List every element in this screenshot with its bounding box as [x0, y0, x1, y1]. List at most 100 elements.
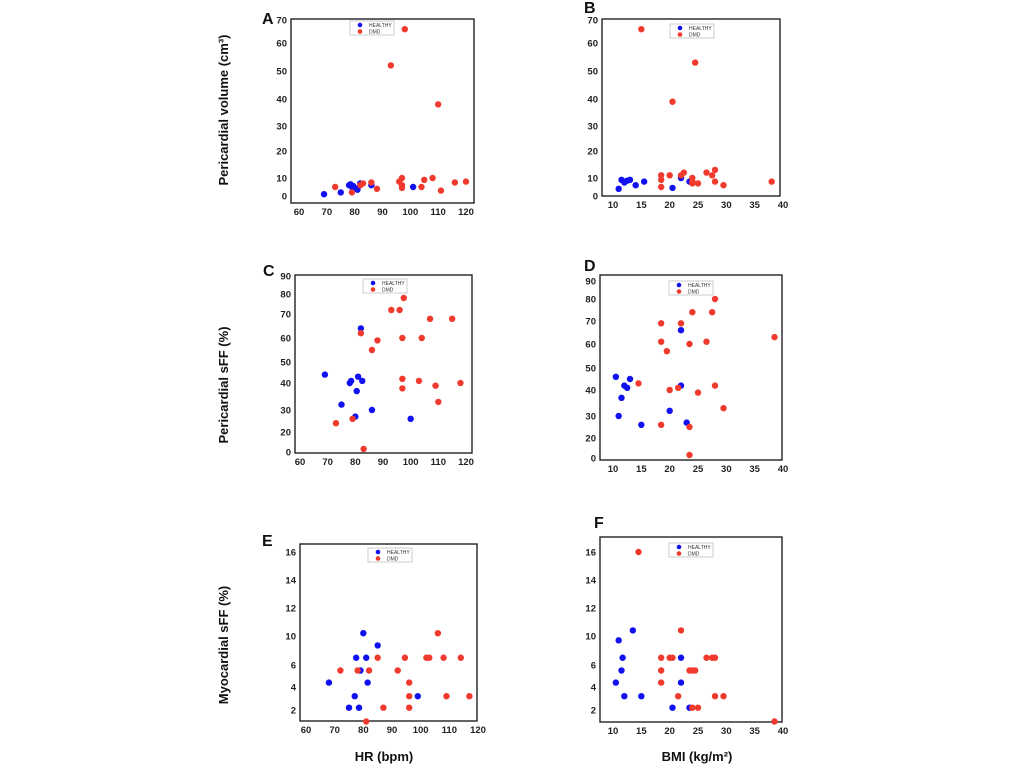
data-point-dmd	[657, 421, 665, 428]
y-tick-label: 30	[585, 412, 596, 423]
data-point-dmd	[657, 176, 665, 183]
data-point-dmd	[401, 654, 409, 661]
data-point-healthy	[368, 406, 376, 414]
data-point-healthy	[612, 679, 620, 686]
data-point-dmd	[657, 654, 665, 661]
data-point-healthy	[626, 375, 634, 383]
y-tick-label: 14	[285, 576, 296, 587]
y-tick-label: 30	[280, 406, 291, 417]
legend-marker-healthy	[370, 280, 376, 286]
data-point-healthy	[615, 412, 622, 420]
x-axis-label-bmi: BMI (kg/m²)	[662, 749, 733, 764]
data-point-dmd	[677, 320, 685, 327]
data-point-dmd	[711, 178, 719, 185]
y-tick-label: 80	[280, 290, 291, 301]
data-point-dmd	[415, 377, 423, 385]
y-tick-label: 20	[280, 428, 291, 439]
y-tick-label: 20	[585, 434, 596, 445]
x-tick-label: 90	[387, 725, 398, 736]
y-tick-label: 14	[585, 576, 596, 587]
data-point-dmd	[689, 309, 696, 316]
data-point-dmd	[360, 445, 367, 453]
data-point-dmd	[720, 182, 727, 189]
data-point-dmd	[638, 26, 645, 33]
plot-frame	[601, 18, 781, 197]
y-tick-label: 10	[587, 174, 598, 185]
data-point-dmd	[694, 704, 702, 711]
data-point-dmd	[406, 679, 413, 686]
data-point-dmd	[399, 385, 406, 392]
data-point-dmd	[657, 183, 665, 191]
x-tick-label: 20	[664, 726, 675, 737]
legend-marker-healthy	[676, 282, 682, 288]
y-tick-label: 60	[587, 39, 598, 50]
data-point-dmd	[711, 382, 719, 389]
data-point-dmd	[711, 166, 719, 174]
legend-label-dmd: DMD	[369, 30, 381, 36]
data-point-dmd	[357, 330, 365, 337]
data-point-dmd	[451, 179, 459, 186]
plot-frame	[294, 274, 473, 454]
y-tick-label: 40	[585, 386, 596, 397]
panel-letter: A	[262, 11, 274, 28]
data-point-dmd	[394, 667, 401, 674]
data-point-dmd	[771, 718, 778, 725]
data-point-healthy	[632, 182, 639, 189]
x-tick-label: 60	[295, 457, 306, 468]
data-point-dmd	[400, 294, 407, 302]
y-tick-label: 6	[291, 661, 296, 672]
y-tick-label: 6	[591, 661, 596, 672]
data-point-healthy	[615, 185, 622, 192]
y-tick-label: 70	[280, 310, 291, 321]
y-tick-label: 2	[291, 706, 296, 717]
x-tick-label: 110	[431, 457, 446, 468]
legend-marker-healthy	[375, 549, 381, 555]
data-point-dmd	[380, 704, 387, 711]
legend-label-dmd: DMD	[387, 557, 399, 563]
data-point-healthy	[623, 384, 631, 391]
x-tick-label: 20	[664, 464, 675, 475]
y-tick-label: 50	[276, 67, 287, 78]
data-point-dmd	[689, 180, 696, 187]
y-tick-label: 70	[587, 16, 598, 27]
x-tick-label: 80	[358, 725, 369, 736]
data-point-dmd	[399, 334, 406, 342]
data-point-dmd	[657, 679, 665, 686]
data-point-healthy	[351, 693, 358, 700]
data-point-healthy	[357, 325, 365, 332]
data-point-dmd	[374, 337, 381, 344]
x-tick-label: 100	[413, 725, 429, 736]
data-point-healthy	[669, 704, 676, 711]
x-tick-label: 90	[377, 207, 388, 218]
data-point-dmd	[666, 172, 673, 179]
x-tick-label: 15	[636, 726, 647, 737]
x-tick-label: 25	[693, 726, 704, 737]
data-point-healthy	[677, 679, 685, 686]
y-tick-label: 40	[587, 95, 598, 106]
data-point-dmd	[349, 415, 356, 422]
legend-label-healthy: HEALTHY	[688, 283, 711, 289]
legend-label-dmd: DMD	[689, 33, 701, 39]
data-point-dmd	[686, 423, 693, 431]
data-point-dmd	[418, 334, 425, 342]
data-point-dmd	[711, 693, 719, 700]
x-tick-label: 40	[778, 726, 789, 737]
y-tick-label: 0	[286, 448, 291, 459]
data-point-dmd	[399, 375, 406, 382]
y-tick-label: 60	[276, 39, 287, 50]
data-point-dmd	[368, 346, 376, 354]
data-point-dmd	[426, 315, 434, 322]
y-tick-label: 20	[587, 147, 598, 158]
y-tick-label: 10	[585, 632, 596, 643]
data-point-dmd	[691, 667, 699, 674]
y-tick-label: 30	[587, 122, 598, 133]
y-tick-label: 10	[276, 174, 287, 185]
data-point-dmd	[691, 59, 699, 66]
data-point-healthy	[345, 704, 353, 711]
data-point-dmd	[689, 704, 696, 711]
data-point-dmd	[401, 26, 408, 33]
legend-marker-dmd	[676, 551, 682, 556]
data-point-dmd	[771, 333, 778, 341]
